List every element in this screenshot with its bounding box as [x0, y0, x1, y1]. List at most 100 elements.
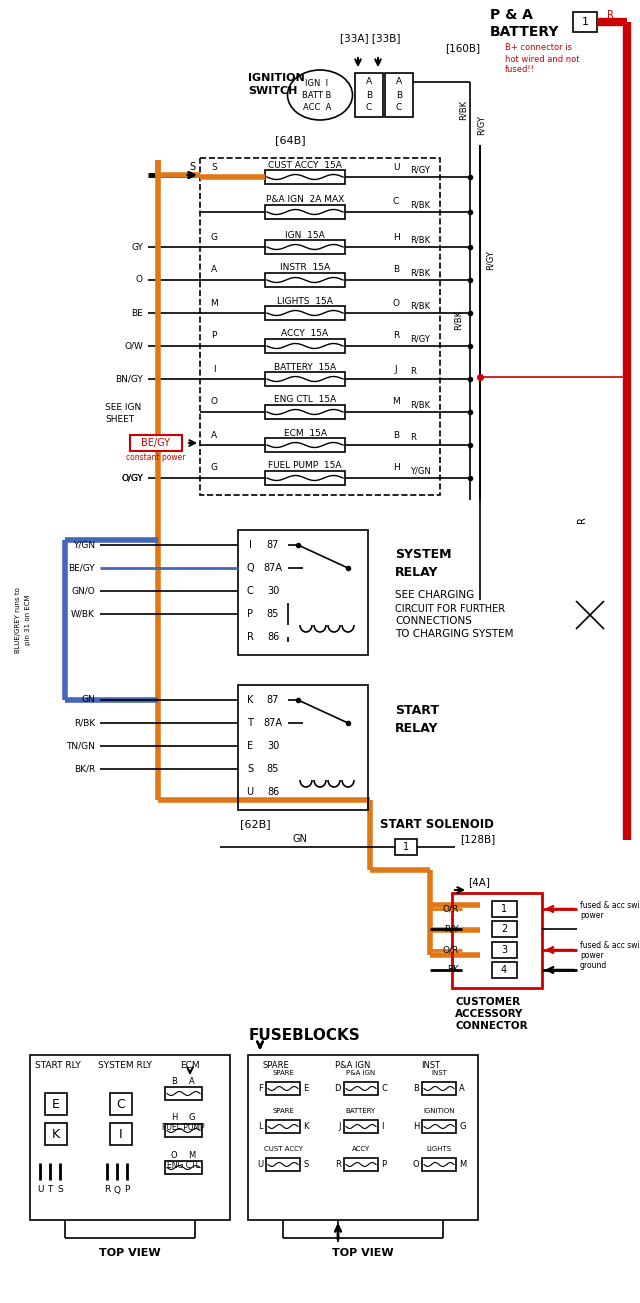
Text: TN/GN: TN/GN [66, 741, 95, 751]
Text: U: U [393, 163, 399, 172]
Bar [45, 1123, 67, 1145]
Bar [200, 158, 440, 495]
Text: I: I [119, 1127, 123, 1140]
Text: P&A IGN: P&A IGN [346, 1070, 376, 1076]
Text: O/GY: O/GY [121, 473, 143, 482]
Bar [492, 942, 517, 958]
Text: [33A] [33B]: [33A] [33B] [340, 33, 400, 43]
Bar [265, 240, 345, 254]
Text: IGN  I: IGN I [305, 78, 328, 87]
Text: SPARE: SPARE [262, 1061, 289, 1070]
Bar [265, 405, 345, 420]
Text: R/GY: R/GY [486, 250, 495, 270]
Text: B+ connector is: B+ connector is [505, 43, 572, 52]
Text: BN/GY: BN/GY [115, 374, 143, 383]
Text: B: B [393, 430, 399, 439]
Bar [265, 205, 345, 219]
Text: R: R [104, 1186, 110, 1195]
Text: P & A: P & A [490, 8, 533, 22]
Text: INSTR  15A: INSTR 15A [280, 263, 330, 272]
Text: START SOLENOID: START SOLENOID [380, 817, 494, 830]
Text: Q: Q [246, 563, 254, 573]
Text: P: P [381, 1160, 386, 1169]
Text: E: E [247, 741, 253, 751]
Bar [265, 470, 345, 485]
Text: R/GY: R/GY [410, 165, 430, 175]
Text: IGNITION: IGNITION [423, 1108, 455, 1114]
Text: A: A [189, 1076, 195, 1085]
Text: A: A [396, 77, 402, 86]
Text: pin 31 on ECM: pin 31 on ECM [25, 594, 31, 645]
Text: C: C [116, 1097, 125, 1110]
Text: I: I [248, 539, 252, 550]
Text: ACCY  15A: ACCY 15A [282, 330, 328, 339]
Text: P: P [211, 331, 217, 340]
Text: B: B [396, 90, 402, 99]
Text: S: S [247, 764, 253, 774]
Text: R/GY: R/GY [477, 115, 486, 136]
Bar [265, 274, 345, 287]
Text: CONNECTOR: CONNECTOR [455, 1022, 527, 1031]
Text: SPARE: SPARE [272, 1108, 294, 1114]
Bar [385, 73, 413, 117]
Text: E: E [303, 1084, 308, 1093]
Text: fused & acc switch controled: fused & acc switch controled [580, 900, 640, 909]
Bar [238, 685, 368, 810]
Bar [355, 73, 383, 117]
Bar [265, 169, 345, 184]
Text: CUST ACCY: CUST ACCY [264, 1147, 303, 1152]
Text: S: S [303, 1160, 308, 1169]
Text: R/Y: R/Y [444, 925, 459, 933]
Text: 4: 4 [501, 966, 507, 975]
Bar [130, 435, 182, 451]
Text: ACCESSORY: ACCESSORY [455, 1009, 524, 1019]
Text: B: B [366, 90, 372, 99]
Text: A: A [459, 1084, 465, 1093]
Text: CONNECTIONS: CONNECTIONS [395, 616, 472, 625]
Bar [110, 1123, 132, 1145]
Text: P&A IGN: P&A IGN [335, 1061, 371, 1070]
Text: 3: 3 [501, 945, 507, 955]
Text: 86: 86 [267, 787, 279, 797]
Text: R: R [410, 434, 416, 443]
Text: A: A [366, 77, 372, 86]
Text: M: M [392, 397, 400, 407]
Text: CUST ACCY  15A: CUST ACCY 15A [268, 160, 342, 169]
Text: 87: 87 [267, 539, 279, 550]
Text: M: M [210, 298, 218, 308]
Text: BK: BK [447, 966, 459, 975]
Text: K: K [303, 1122, 308, 1131]
Bar [573, 12, 597, 33]
Text: ECM: ECM [180, 1061, 200, 1070]
Text: B: B [171, 1076, 177, 1085]
Text: R: R [393, 331, 399, 340]
Text: BE: BE [131, 309, 143, 318]
Text: J: J [339, 1122, 341, 1131]
Text: 30: 30 [267, 741, 279, 751]
Text: U: U [246, 787, 253, 797]
Bar [265, 306, 345, 321]
Text: T: T [47, 1186, 52, 1195]
Bar [344, 1121, 378, 1134]
Text: K: K [247, 694, 253, 705]
Text: ground: ground [580, 962, 607, 971]
Bar [344, 1158, 378, 1171]
Text: M: M [459, 1160, 467, 1169]
Bar [422, 1081, 456, 1095]
Text: [64B]: [64B] [275, 136, 305, 145]
Text: SEE IGN: SEE IGN [105, 404, 141, 413]
Text: H: H [392, 464, 399, 473]
Text: IGNITION: IGNITION [248, 73, 305, 83]
Text: SYSTEM: SYSTEM [395, 549, 451, 562]
Text: 85: 85 [267, 609, 279, 619]
Text: 85: 85 [267, 764, 279, 774]
Text: constant power: constant power [126, 453, 186, 463]
Text: R/BK: R/BK [410, 268, 430, 278]
Text: CUSTOMER: CUSTOMER [455, 997, 520, 1007]
Text: FUEL PUMP: FUEL PUMP [162, 1123, 204, 1132]
Text: C: C [393, 198, 399, 206]
Text: P: P [124, 1186, 130, 1195]
Text: CIRCUIT FOR FURTHER: CIRCUIT FOR FURTHER [395, 605, 505, 614]
Text: SYSTEM RLY: SYSTEM RLY [98, 1061, 152, 1070]
Text: O: O [211, 397, 218, 407]
